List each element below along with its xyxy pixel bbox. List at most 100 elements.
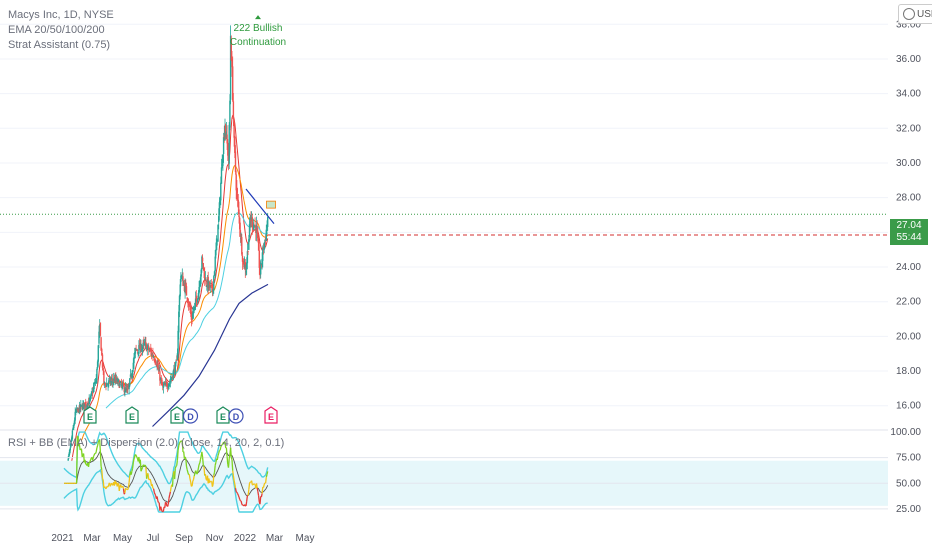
candle-body bbox=[267, 217, 268, 227]
rsi-tick-label: 100.00 bbox=[890, 427, 921, 438]
rsi-segment bbox=[176, 466, 177, 467]
rsi-segment bbox=[96, 452, 97, 454]
candle-body bbox=[175, 361, 176, 363]
rsi-segment bbox=[185, 457, 186, 459]
rsi-segment bbox=[169, 495, 170, 498]
rsi-segment bbox=[227, 457, 228, 465]
y-tick-label: 16.00 bbox=[896, 401, 921, 412]
rsi-segment bbox=[161, 508, 162, 511]
candle-body bbox=[103, 368, 104, 370]
rsi-segment bbox=[194, 474, 195, 476]
rsi-segment bbox=[212, 484, 213, 486]
rsi-segment bbox=[215, 465, 216, 472]
candle-body bbox=[119, 383, 120, 386]
x-tick-label: Mar bbox=[266, 533, 284, 544]
rsi-segment bbox=[214, 472, 215, 475]
rsi-segment bbox=[264, 484, 265, 487]
candle-body bbox=[106, 383, 107, 386]
rsi-segment bbox=[254, 484, 255, 485]
y-tick-label: 30.00 bbox=[896, 158, 921, 169]
pattern-annotation: Continuation bbox=[230, 37, 286, 48]
rsi-segment bbox=[217, 455, 218, 460]
rsi-segment bbox=[231, 457, 232, 459]
rsi-segment bbox=[266, 477, 267, 483]
candle-body bbox=[93, 385, 94, 389]
rsi-segment bbox=[191, 486, 192, 487]
y-tick-label: 22.00 bbox=[896, 297, 921, 308]
currency-label: USD bbox=[917, 9, 932, 20]
earnings-marker[interactable]: E bbox=[126, 407, 138, 423]
rsi-segment bbox=[103, 478, 104, 480]
rsi-segment bbox=[112, 483, 113, 485]
legend-symbol[interactable]: Macys Inc, 1D, NYSE bbox=[8, 8, 114, 23]
earnings-marker[interactable]: E bbox=[84, 407, 96, 423]
rsi-segment bbox=[237, 492, 238, 493]
ema200-line bbox=[153, 284, 269, 426]
earnings-marker[interactable]: E bbox=[171, 407, 183, 423]
rsi-segment bbox=[133, 459, 134, 463]
rsi-segment bbox=[229, 455, 230, 459]
annotation-arrow-icon bbox=[255, 15, 261, 19]
rsi-segment bbox=[150, 479, 151, 481]
candle-body bbox=[213, 276, 214, 290]
rsi-segment bbox=[236, 488, 237, 492]
rsi-segment bbox=[187, 466, 188, 469]
rsi-segment bbox=[168, 504, 169, 506]
y-tick-label: 18.00 bbox=[896, 366, 921, 377]
rsi-segment bbox=[261, 493, 262, 496]
candle-body bbox=[233, 122, 234, 138]
rsi-segment bbox=[267, 471, 268, 474]
legend-ema[interactable]: EMA 20/50/100/200 bbox=[8, 23, 114, 38]
rsi-segment bbox=[204, 467, 205, 476]
rsi-segment bbox=[165, 502, 166, 508]
rsi-segment bbox=[187, 470, 188, 473]
candle-body bbox=[100, 323, 101, 336]
candle-body bbox=[96, 369, 97, 380]
rsi-segment bbox=[234, 480, 235, 484]
earnings-marker[interactable]: E bbox=[265, 407, 277, 423]
rsi-segment bbox=[257, 488, 258, 492]
candle-body bbox=[186, 286, 187, 295]
x-tick-label: May bbox=[296, 533, 315, 544]
candle-body bbox=[127, 389, 128, 390]
rsi-segment bbox=[131, 471, 132, 474]
rsi-segment bbox=[177, 450, 178, 460]
earnings-marker[interactable]: E bbox=[217, 407, 229, 423]
rsi-segment bbox=[192, 481, 193, 486]
rsi-segment bbox=[173, 475, 174, 487]
candle-body bbox=[241, 237, 242, 254]
candle-body bbox=[215, 257, 216, 271]
rsi-segment bbox=[119, 486, 120, 491]
rsi-segment bbox=[118, 483, 119, 484]
x-tick-label: Sep bbox=[175, 533, 193, 544]
rsi-segment bbox=[213, 475, 214, 484]
rsi-legend[interactable]: RSI + BB (EMA) + Dispersion (2.0) (close… bbox=[8, 437, 284, 449]
legend-strat[interactable]: Strat Assistant (0.75) bbox=[8, 38, 114, 53]
event-label: E bbox=[87, 412, 93, 422]
rsi-segment bbox=[252, 481, 253, 485]
rsi-segment bbox=[124, 493, 125, 494]
pattern-marker bbox=[267, 201, 276, 208]
rsi-segment bbox=[136, 455, 137, 457]
dividend-marker[interactable]: D bbox=[184, 409, 198, 423]
y-tick-label: 28.00 bbox=[896, 193, 921, 204]
dividend-marker[interactable]: D bbox=[229, 409, 243, 423]
candle-body bbox=[135, 348, 136, 349]
rsi-segment bbox=[101, 466, 102, 470]
rsi-segment bbox=[100, 453, 101, 467]
rsi-segment bbox=[197, 472, 198, 474]
candle-body bbox=[229, 101, 230, 128]
rsi-segment bbox=[137, 457, 138, 459]
rsi-segment bbox=[132, 468, 133, 471]
rsi-segment bbox=[157, 496, 158, 500]
rsi-tick-label: 50.00 bbox=[896, 478, 921, 489]
event-label: E bbox=[268, 412, 274, 422]
rsi-segment bbox=[215, 462, 216, 465]
rsi-segment bbox=[145, 465, 146, 467]
currency-badge[interactable]: USD bbox=[898, 4, 932, 24]
rsi-segment bbox=[249, 483, 250, 489]
